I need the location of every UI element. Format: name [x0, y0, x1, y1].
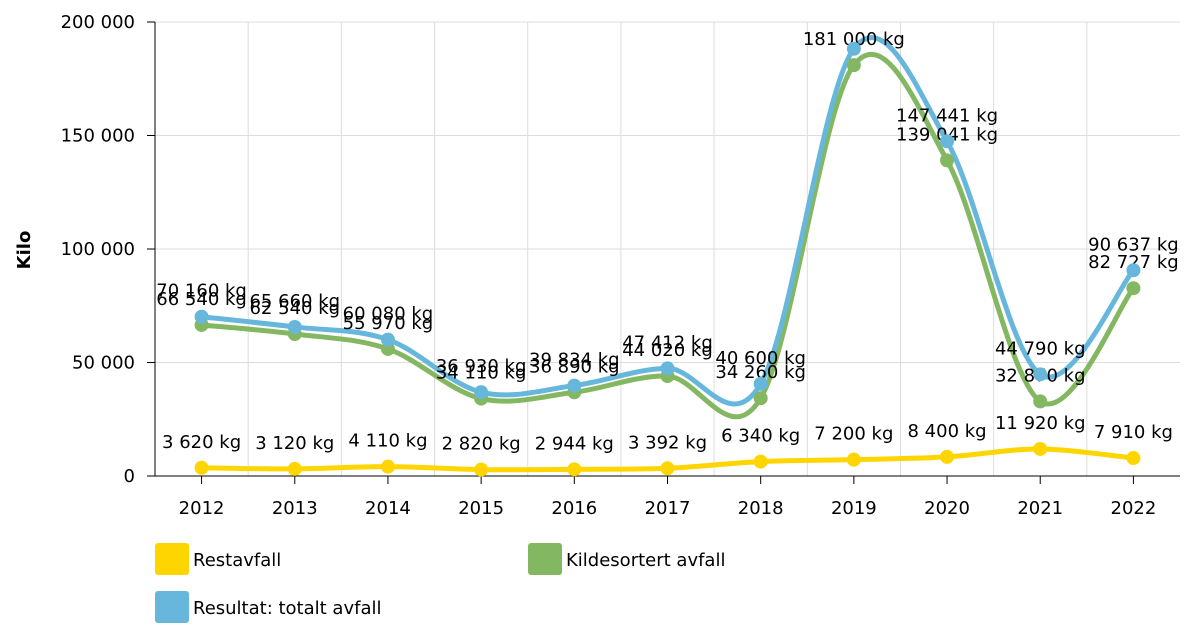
data-label: 47 412 kg	[622, 332, 713, 353]
legend-swatch	[155, 591, 189, 623]
legend-swatch	[155, 543, 189, 575]
x-tick-label: 2018	[738, 498, 784, 519]
y-tick-label: 50 000	[72, 353, 135, 374]
y-tick-label: 150 000	[61, 126, 135, 147]
legend-label: Kildesortert avfall	[566, 550, 725, 571]
data-point	[194, 309, 209, 324]
data-point	[1033, 394, 1048, 409]
data-label: 36 930 kg	[436, 356, 527, 377]
x-tick-label: 2016	[551, 498, 597, 519]
x-tick-label: 2015	[458, 498, 504, 519]
data-label: 39 834 kg	[529, 350, 620, 371]
data-point	[380, 459, 395, 474]
data-point	[660, 461, 675, 476]
legend-label: Restavfall	[193, 550, 281, 571]
x-tick-label: 2013	[272, 498, 318, 519]
data-label: 3 120 kg	[255, 433, 334, 454]
data-label: 181 000 kg	[803, 29, 905, 50]
x-tick-label: 2019	[831, 498, 877, 519]
data-label: 44 790 kg	[995, 338, 1086, 359]
data-label: 3 392 kg	[628, 432, 707, 453]
data-point	[846, 58, 861, 73]
x-tick-label: 2021	[1017, 498, 1063, 519]
data-point	[846, 452, 861, 467]
data-point	[474, 385, 489, 400]
data-label: 4 110 kg	[348, 431, 427, 452]
data-label: 82 727 kg	[1088, 252, 1179, 273]
data-label: 7 910 kg	[1094, 422, 1173, 443]
data-point	[753, 376, 768, 391]
data-label: 44 020 kg	[622, 340, 713, 361]
x-tick-label: 2022	[1111, 498, 1157, 519]
y-tick-label: 200 000	[61, 12, 135, 33]
legend-label: Resultat: totalt avfall	[193, 598, 381, 619]
data-point	[660, 361, 675, 376]
data-label: 60 080 kg	[343, 304, 434, 325]
data-point	[846, 41, 861, 56]
data-point	[753, 454, 768, 469]
x-tick-label: 2012	[179, 498, 225, 519]
data-point	[1126, 263, 1141, 278]
data-label: 70 160 kg	[156, 281, 247, 302]
data-label: 65 660 kg	[249, 291, 340, 312]
data-label: 8 400 kg	[907, 421, 986, 442]
data-point	[940, 134, 955, 149]
data-label: 7 200 kg	[814, 424, 893, 445]
data-point	[474, 462, 489, 477]
data-label: 36 890 kg	[529, 356, 620, 377]
data-point	[940, 153, 955, 168]
data-point	[287, 319, 302, 334]
data-point	[1033, 367, 1048, 382]
data-point	[380, 332, 395, 347]
data-label: 40 600 kg	[715, 348, 806, 369]
data-point	[567, 378, 582, 393]
data-label: 2 944 kg	[535, 433, 614, 454]
data-point	[567, 462, 582, 477]
data-label: 147 441 kg	[896, 105, 998, 126]
data-point	[1033, 441, 1048, 456]
data-label: 34 110 kg	[436, 363, 527, 384]
legend-swatch	[528, 543, 562, 575]
x-tick-label: 2017	[645, 498, 691, 519]
data-label: 6 340 kg	[721, 426, 800, 447]
data-point	[194, 460, 209, 475]
data-label: 90 637 kg	[1088, 234, 1179, 255]
x-tick-label: 2014	[365, 498, 411, 519]
data-label: 62 540 kg	[249, 298, 340, 319]
data-point	[1126, 451, 1141, 466]
data-point	[1126, 281, 1141, 296]
y-tick-label: 0	[124, 466, 135, 487]
data-point	[940, 449, 955, 464]
data-label: 2 820 kg	[442, 434, 521, 455]
data-label: 66 540 kg	[156, 289, 247, 310]
data-label: 3 620 kg	[162, 432, 241, 453]
y-axis-label: Kilo	[14, 231, 35, 270]
y-tick-label: 100 000	[61, 239, 135, 260]
data-label: 11 920 kg	[995, 413, 1086, 434]
data-point	[753, 391, 768, 406]
x-tick-label: 2020	[924, 498, 970, 519]
data-point	[287, 461, 302, 476]
data-label: 55 970 kg	[343, 313, 434, 334]
data-label: 34 260 kg	[715, 362, 806, 383]
